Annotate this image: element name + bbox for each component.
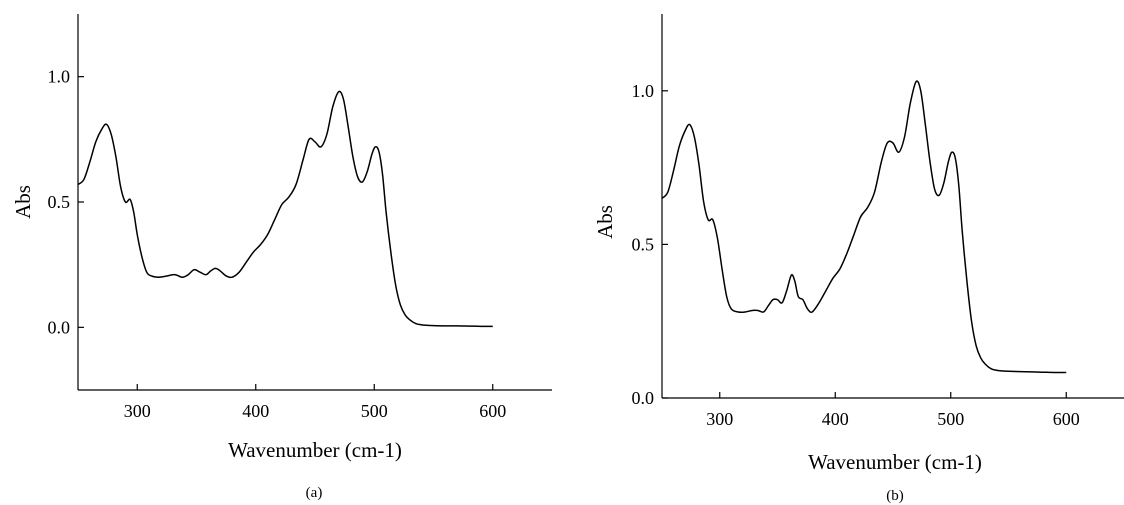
x-tick-label-b: 400 [822, 409, 849, 429]
y-ticks-a: 0.0 0.5 1.0 [48, 67, 84, 337]
axes-frame-a [77, 14, 552, 391]
axes-frame-b [661, 14, 1124, 399]
y-axis-label-a: Abs [11, 185, 35, 219]
x-tick-label-a: 400 [242, 401, 269, 421]
caption-b: (b) [886, 488, 904, 504]
x-tick-label-a: 600 [479, 401, 506, 421]
series-line-b [661, 80, 1067, 374]
x-axis-label-b: Wavenumber (cm-1) [808, 450, 982, 474]
x-tick-label-a: 500 [361, 401, 388, 421]
x-axis-label-a: Wavenumber (cm-1) [228, 438, 402, 462]
chart-panel-b: 300 400 500 600 0.0 0.5 1.0 Wavenumber (cm-1)… [593, 14, 1124, 504]
caption-a: (a) [306, 485, 323, 501]
x-tick-label-b: 600 [1053, 409, 1080, 429]
y-ticks-b: 0.0 0.5 1.0 [632, 81, 668, 408]
y-tick-label-b: 1.0 [632, 81, 655, 101]
y-tick-label-b: 0.0 [632, 388, 655, 408]
y-tick-label-a: 1.0 [48, 67, 71, 87]
series-line-a [77, 90, 493, 328]
y-axis-label-b: Abs [593, 205, 617, 239]
chart-panel-a: 300 400 500 600 0.0 0.5 1.0 Wavenumber (cm-1)… [11, 14, 552, 501]
x-tick-label-a: 300 [124, 401, 151, 421]
y-tick-label-a: 0.0 [48, 317, 71, 337]
x-tick-label-b: 500 [937, 409, 964, 429]
x-ticks-a: 300 400 500 600 [124, 384, 506, 421]
x-tick-label-b: 300 [706, 409, 733, 429]
y-tick-label-b: 0.5 [632, 234, 655, 254]
x-ticks-b: 300 400 500 600 [706, 392, 1080, 429]
y-tick-label-a: 0.5 [48, 192, 71, 212]
